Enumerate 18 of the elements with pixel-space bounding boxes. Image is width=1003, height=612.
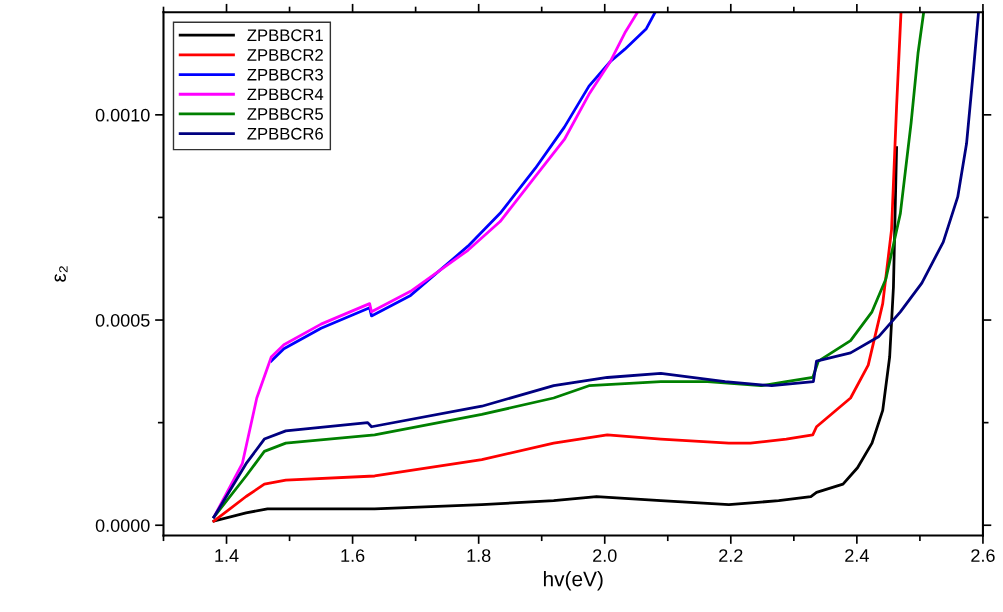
y-tick-label: 0.0000 bbox=[95, 519, 150, 532]
x-tick-label: 1.6 bbox=[341, 549, 365, 562]
x-tick-label: 2.6 bbox=[971, 549, 995, 562]
y-axis-title: ε₂ bbox=[54, 266, 68, 282]
x-axis-title: hv(eV) bbox=[543, 571, 603, 591]
x-tick-label: 1.4 bbox=[215, 549, 239, 562]
legend-label: ZPBBCR6 bbox=[247, 127, 323, 140]
x-tick-label: 2.4 bbox=[845, 549, 869, 562]
y-tick-label: 0.0005 bbox=[95, 313, 150, 327]
legend-label: ZPBBCR3 bbox=[247, 68, 323, 81]
legend-label: ZPBBCR4 bbox=[247, 88, 324, 101]
x-tick-label: 2.2 bbox=[719, 549, 743, 562]
legend-label: ZPBBCR1 bbox=[247, 29, 323, 42]
x-tick-label: 2.0 bbox=[593, 549, 617, 562]
legend-label: ZPBBCR5 bbox=[247, 108, 323, 120]
legend-label: ZPBBCR2 bbox=[247, 49, 323, 61]
x-tick-label: 1.8 bbox=[467, 549, 491, 562]
y-tick-label: 0.0010 bbox=[95, 108, 150, 122]
